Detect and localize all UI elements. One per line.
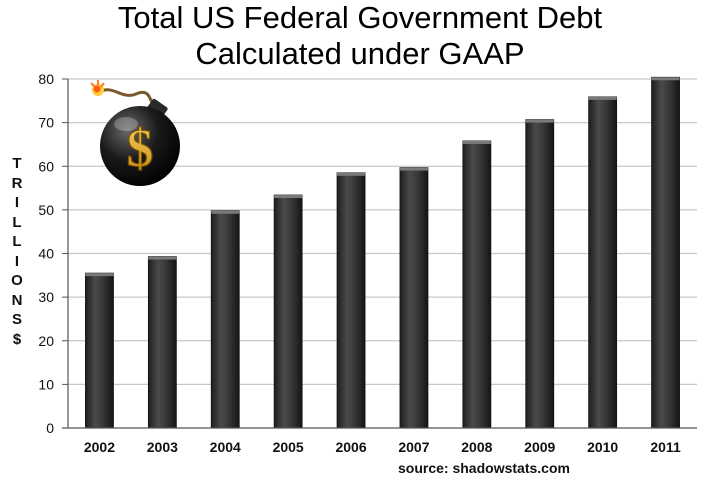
y-axis-label: T R I L L I O N S $ bbox=[4, 154, 30, 349]
chart-title: Total US Federal Government Debt Calcula… bbox=[0, 0, 720, 72]
y-tick-label: 20 bbox=[38, 333, 54, 349]
bar-top-highlight bbox=[651, 77, 680, 81]
y-axis-label-char: T bbox=[12, 155, 22, 172]
x-tick-label: 2011 bbox=[650, 439, 681, 455]
x-tick-label: 2007 bbox=[398, 439, 429, 455]
y-tick-label: 30 bbox=[38, 289, 54, 305]
title-line-2: Calculated under GAAP bbox=[195, 36, 525, 71]
bar-2008 bbox=[462, 140, 492, 429]
bar-2007 bbox=[399, 167, 429, 429]
bar-top-highlight bbox=[462, 140, 491, 144]
y-tick-label: 0 bbox=[46, 420, 54, 436]
bar-top-highlight bbox=[588, 96, 617, 100]
y-tick-label: 50 bbox=[38, 202, 54, 218]
bar-2006 bbox=[336, 172, 366, 429]
bar-top-highlight bbox=[337, 172, 366, 176]
x-tick-label: 2004 bbox=[210, 439, 241, 455]
y-axis-label-char: L bbox=[12, 233, 22, 250]
x-tick-label: 2002 bbox=[84, 439, 115, 455]
bar-top-highlight bbox=[211, 210, 240, 214]
x-tick-label: 2005 bbox=[273, 439, 304, 455]
y-tick-label: 80 bbox=[38, 71, 54, 87]
bar-top-highlight bbox=[274, 195, 303, 199]
y-axis-label-char: R bbox=[11, 174, 23, 192]
bar-top-highlight bbox=[85, 273, 114, 277]
bar-2005 bbox=[273, 194, 303, 429]
bar-2002 bbox=[85, 272, 114, 429]
bar-2003 bbox=[147, 256, 177, 429]
y-axis-label-char: N bbox=[11, 291, 23, 309]
source-note: source: shadowstats.com bbox=[398, 460, 570, 476]
x-tick-label: 2008 bbox=[461, 439, 492, 455]
y-axis-label-char: $ bbox=[12, 330, 22, 348]
bar-2009 bbox=[525, 119, 555, 429]
x-tick-label: 2003 bbox=[147, 439, 178, 455]
bar-2011 bbox=[651, 76, 680, 429]
title-line-1: Total US Federal Government Debt bbox=[117, 0, 603, 35]
y-tick-label: 10 bbox=[38, 376, 54, 392]
x-tick-label: 2010 bbox=[587, 439, 618, 455]
bar-2010 bbox=[588, 96, 618, 429]
y-axis-label-char: O bbox=[11, 272, 23, 289]
bar-2004 bbox=[210, 210, 240, 429]
y-axis-label-char: I bbox=[14, 252, 20, 270]
bar-top-highlight bbox=[399, 167, 428, 171]
x-tick-label: 2009 bbox=[524, 439, 555, 455]
y-tick-label: 70 bbox=[38, 115, 54, 131]
y-axis-label-char: S bbox=[11, 311, 22, 328]
dollar-bomb-icon: $ bbox=[90, 80, 180, 186]
y-axis-label-char: I bbox=[14, 194, 20, 211]
bar-top-highlight bbox=[148, 256, 177, 260]
y-tick-label: 60 bbox=[38, 158, 54, 174]
svg-text:$: $ bbox=[127, 118, 154, 178]
y-axis-label-char: L bbox=[12, 213, 22, 231]
x-tick-label: 2006 bbox=[335, 439, 366, 455]
y-tick-label: 40 bbox=[38, 246, 54, 262]
bar-top-highlight bbox=[525, 119, 554, 123]
